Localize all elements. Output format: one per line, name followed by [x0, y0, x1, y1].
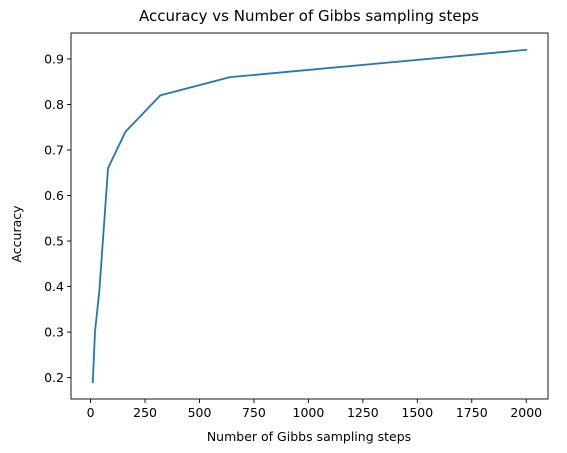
- x-axis-label: Number of Gibbs sampling steps: [207, 429, 411, 444]
- x-tick-label-7: 1750: [456, 405, 488, 420]
- x-tick-label-3: 750: [242, 405, 266, 420]
- y-tick-label-1: 0.3: [44, 325, 64, 340]
- y-tick-label-0: 0.2: [44, 370, 64, 385]
- x-tick-label-4: 1000: [293, 405, 325, 420]
- chart-title: Accuracy vs Number of Gibbs sampling ste…: [139, 7, 479, 25]
- y-tick-label-5: 0.7: [44, 142, 64, 157]
- series-line-0: [91, 48, 528, 384]
- x-tick-label-1: 250: [133, 405, 157, 420]
- y-tick-label-3: 0.5: [44, 234, 64, 249]
- y-tick-label-2: 0.4: [44, 279, 64, 294]
- y-tick-label-6: 0.8: [44, 97, 64, 112]
- y-tick-label-4: 0.6: [44, 188, 64, 203]
- x-tick-label-6: 1500: [401, 405, 433, 420]
- plot-frame: [70, 32, 549, 400]
- x-tick-label-5: 1250: [347, 405, 379, 420]
- x-tick-label-2: 500: [188, 405, 212, 420]
- y-axis-label: Accuracy: [9, 205, 24, 263]
- x-tick-label-0: 0: [87, 405, 95, 420]
- plot-area: 0 250 500 750 1000 1250 1500 1750 2000 0.2 0.3 0.4 0…: [44, 32, 549, 420]
- y-tick-label-7: 0.9: [44, 51, 64, 66]
- x-tick-label-8: 2000: [510, 405, 542, 420]
